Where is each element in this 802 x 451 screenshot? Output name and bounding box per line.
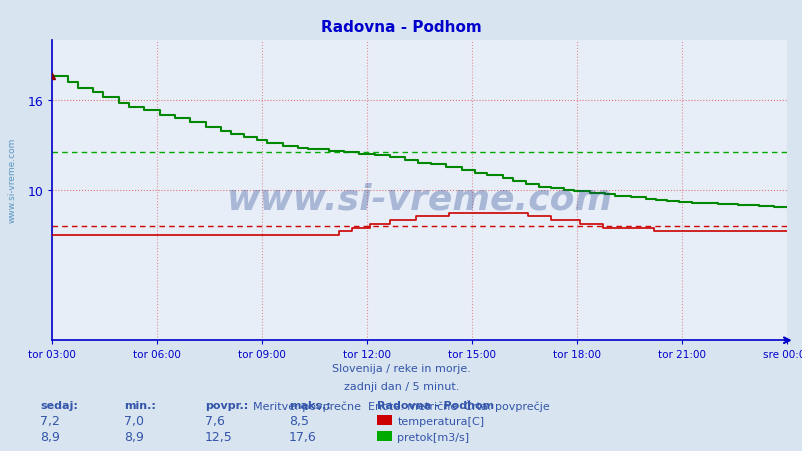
Text: 7,2: 7,2 <box>40 414 60 427</box>
Text: temperatura[C]: temperatura[C] <box>397 416 484 426</box>
Text: www.si-vreme.com: www.si-vreme.com <box>8 138 17 223</box>
Text: povpr.:: povpr.: <box>205 400 248 410</box>
Text: 8,9: 8,9 <box>40 430 60 443</box>
Text: 12,5: 12,5 <box>205 430 233 443</box>
Text: www.si-vreme.com: www.si-vreme.com <box>226 183 612 216</box>
Text: pretok[m3/s]: pretok[m3/s] <box>397 432 469 442</box>
Text: min.:: min.: <box>124 400 156 410</box>
Text: zadnji dan / 5 minut.: zadnji dan / 5 minut. <box>343 381 459 391</box>
Text: 7,6: 7,6 <box>205 414 225 427</box>
Text: maks.:: maks.: <box>289 400 330 410</box>
Text: sedaj:: sedaj: <box>40 400 78 410</box>
Text: 7,0: 7,0 <box>124 414 144 427</box>
Text: 17,6: 17,6 <box>289 430 317 443</box>
Text: Radovna - Podhom: Radovna - Podhom <box>321 20 481 35</box>
Text: Slovenija / reke in morje.: Slovenija / reke in morje. <box>332 363 470 373</box>
Text: Meritve: povprečne  Enote: metrične  Črta: povprečje: Meritve: povprečne Enote: metrične Črta:… <box>253 399 549 411</box>
Text: 8,5: 8,5 <box>289 414 309 427</box>
Text: 8,9: 8,9 <box>124 430 144 443</box>
Text: Radovna - Podhom: Radovna - Podhom <box>377 400 494 410</box>
